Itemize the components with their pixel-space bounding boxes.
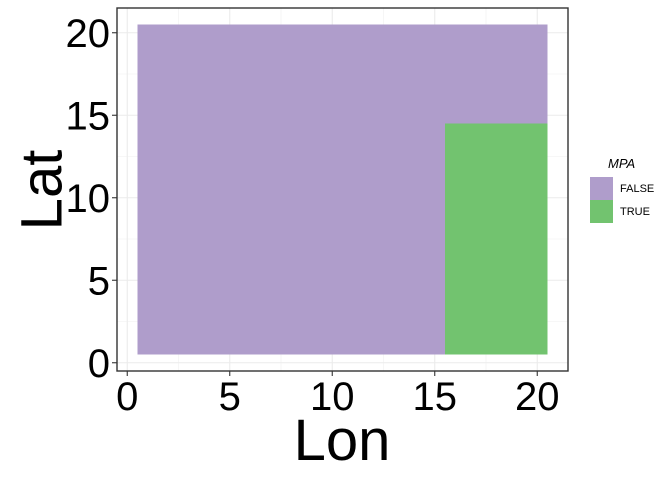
data-regions [137, 24, 548, 355]
y-tick-label: 20 [66, 12, 111, 56]
y-tick-label: 10 [66, 177, 111, 221]
y-axis-title: Lat [9, 150, 74, 231]
legend-label-false: FALSE [620, 183, 654, 195]
legend-title: MPA [608, 156, 635, 171]
legend-key-true [590, 200, 613, 223]
legend: MPA FALSE TRUE [590, 156, 654, 223]
x-tick-label: 5 [219, 375, 241, 419]
x-tick-label: 15 [413, 375, 458, 419]
y-tick-label: 0 [88, 342, 110, 386]
y-tick-label: 15 [66, 94, 111, 138]
y-axis: 0 5 10 15 20 [66, 12, 117, 386]
x-tick-label: 0 [116, 375, 138, 419]
legend-label-true: TRUE [620, 206, 650, 218]
plot-panel-border [116, 7, 569, 372]
x-axis: 0 5 10 15 20 [116, 371, 560, 419]
x-tick-label: 20 [515, 375, 560, 419]
mpa-true-region [445, 123, 548, 355]
x-axis-title: Lon [294, 408, 391, 473]
legend-key-false [590, 177, 613, 200]
y-tick-label: 5 [88, 259, 110, 303]
x-tick-label: 10 [310, 375, 355, 419]
